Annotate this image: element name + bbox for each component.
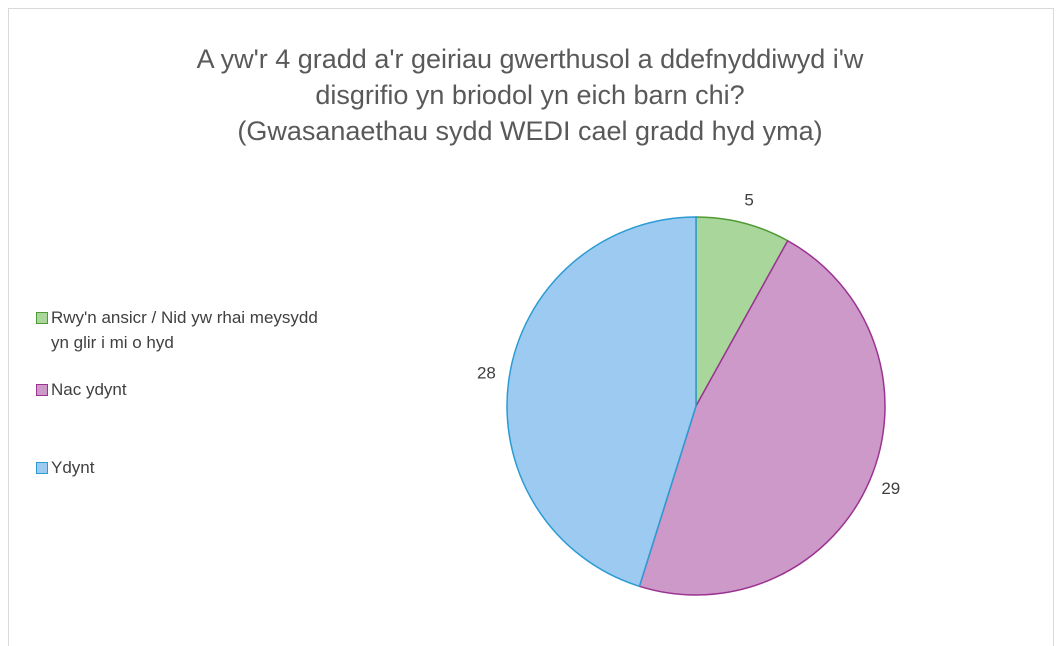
legend: Rwy'n ansicr / Nid yw rhai meysydd yn gl… xyxy=(36,305,336,530)
pie-slice xyxy=(506,216,697,588)
legend-label: Ydynt xyxy=(51,458,95,477)
data-label: 29 xyxy=(881,479,900,498)
legend-swatch xyxy=(36,312,48,324)
legend-entry: Ydynt xyxy=(36,455,336,530)
chart-title: disgrifio yn briodol yn eich barn chi? xyxy=(315,80,744,110)
chart-title: (Gwasanaethau sydd WEDI cael gradd hyd y… xyxy=(237,116,822,146)
legend-swatch xyxy=(36,462,48,474)
data-label: 28 xyxy=(477,363,496,382)
legend-entry: Nac ydynt xyxy=(36,377,336,455)
legend-label: Nac ydynt xyxy=(51,380,127,399)
legend-label: Rwy'n ansicr / Nid yw rhai meysydd yn gl… xyxy=(51,308,318,352)
pie-slice xyxy=(695,216,789,409)
chart-title: A yw'r 4 gradd a'r geiriau gwerthusol a … xyxy=(197,44,864,74)
legend-swatch xyxy=(36,384,48,396)
data-label: 5 xyxy=(744,190,753,209)
legend-entry: Rwy'n ansicr / Nid yw rhai meysydd yn gl… xyxy=(36,305,336,377)
pie-slice xyxy=(638,239,886,596)
